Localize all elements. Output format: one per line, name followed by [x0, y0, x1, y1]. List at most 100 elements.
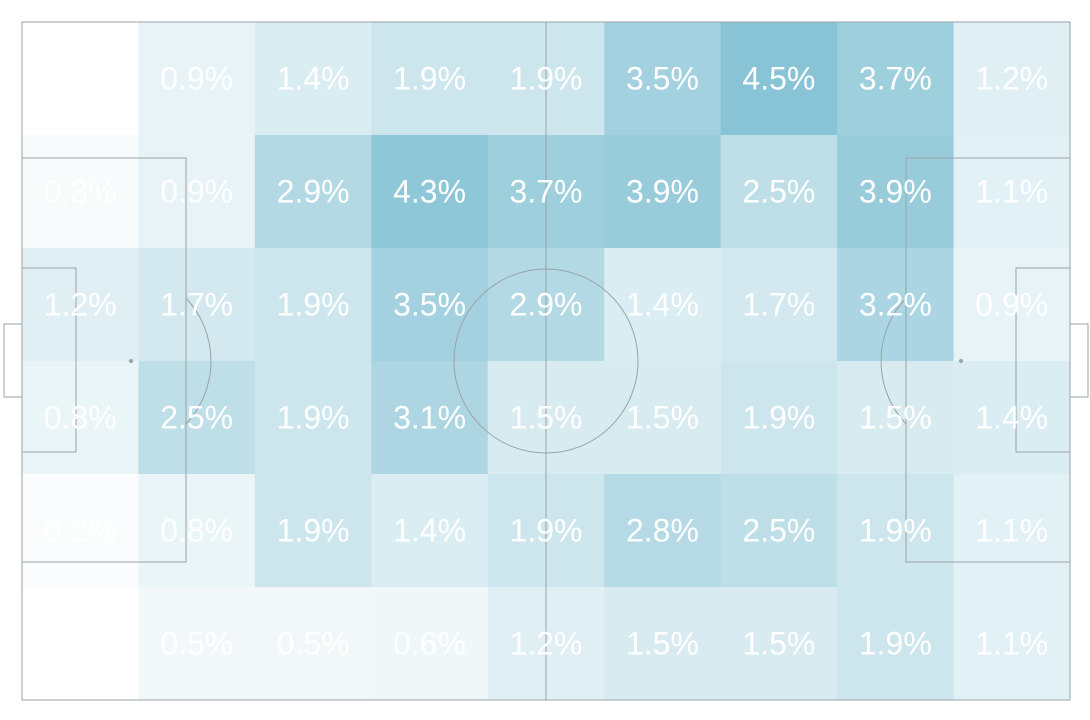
- heatmap-cell-r0-c5: [604, 22, 722, 136]
- heatmap-cell-r0-c2: [254, 22, 372, 136]
- heatmap-label-r4-c3: 1.4%: [393, 513, 466, 549]
- heatmap-cell-r2-c6: [720, 248, 838, 362]
- heatmap-label-r3-c5: 1.5%: [626, 400, 699, 436]
- heatmap-label-r3-c7: 1.5%: [859, 400, 932, 436]
- heatmap-label-r1-c3: 4.3%: [393, 174, 466, 210]
- heatmap-cell-r5-c6: [720, 587, 838, 701]
- heatmap-cell-r3-c1: [138, 361, 256, 475]
- heatmap-cell-r0-c3: [371, 22, 489, 136]
- heatmap-cell-r3-c8: [953, 361, 1071, 475]
- heatmap-cell-r3-c6: [720, 361, 838, 475]
- heatmap-label-r1-c6: 2.5%: [742, 174, 815, 210]
- heatmap-cell-r2-c7: [837, 248, 955, 362]
- heatmap-label-r1-c7: 3.9%: [859, 174, 932, 210]
- heatmap-label-r4-c7: 1.9%: [859, 513, 932, 549]
- heatmap-label-r5-c5: 1.5%: [626, 626, 699, 662]
- heatmap-label-r2-c6: 1.7%: [742, 287, 815, 323]
- heatmap-label-r5-c4: 1.2%: [510, 626, 583, 662]
- heatmap-cell-r3-c3: [371, 361, 489, 475]
- heatmap-label-r0-c6: 4.5%: [742, 61, 815, 97]
- heatmap-label-r3-c3: 3.1%: [393, 400, 466, 436]
- heatmap-cell-r2-c2: [254, 248, 372, 362]
- heatmap-cell-r2-c5: [604, 248, 722, 362]
- heatmap-cell-r5-c7: [837, 587, 955, 701]
- heatmap-cell-r0-c6: [720, 22, 838, 136]
- heatmap-label-r2-c7: 3.2%: [859, 287, 932, 323]
- heatmap-label-r2-c3: 3.5%: [393, 287, 466, 323]
- heatmap-cell-r3-c7: [837, 361, 955, 475]
- heatmap-label-r3-c1: 2.5%: [160, 400, 233, 436]
- heatmap-label-r5-c3: 0.6%: [393, 626, 466, 662]
- heatmap-cell-r4-c8: [953, 474, 1071, 588]
- heatmap-cell-r2-c1: [138, 248, 256, 362]
- heatmap-label-r4-c5: 2.8%: [626, 513, 699, 549]
- heatmap-label-r3-c2: 1.9%: [277, 400, 350, 436]
- heatmap-label-r5-c2: 0.5%: [277, 626, 350, 662]
- heatmap-cell-r4-c0: [22, 474, 139, 588]
- heatmap-label-r1-c4: 3.7%: [510, 174, 583, 210]
- left-penalty-spot: [128, 358, 134, 364]
- heatmap-label-r1-c5: 3.9%: [626, 174, 699, 210]
- heatmap-label-r3-c6: 1.9%: [742, 400, 815, 436]
- heatmap-label-r0-c1: 0.9%: [160, 61, 233, 97]
- heatmap-label-r1-c1: 0.9%: [160, 174, 233, 210]
- heatmap-label-r2-c0: 1.2%: [44, 287, 117, 323]
- heatmap-label-r2-c8: 0.9%: [975, 287, 1048, 323]
- heatmap-label-r5-c6: 1.5%: [742, 626, 815, 662]
- heatmap-label-r5-c8: 1.1%: [975, 626, 1048, 662]
- heatmap-label-r0-c7: 3.7%: [859, 61, 932, 97]
- heatmap-cell-r1-c8: [953, 135, 1071, 249]
- heatmap-label-r1-c0: 0.3%: [44, 174, 117, 210]
- heatmap-cell-r3-c0: [22, 361, 139, 475]
- heatmap-label-r4-c6: 2.5%: [742, 513, 815, 549]
- heatmap-label-r3-c0: 0.8%: [44, 400, 117, 436]
- heatmap-cell-r0-c0: [22, 22, 139, 136]
- heatmap-cell-r4-c7: [837, 474, 955, 588]
- heatmap-cell-r5-c0: [22, 587, 139, 701]
- heatmap-cell-r0-c7: [837, 22, 955, 136]
- heatmap-label-r5-c1: 0.5%: [160, 626, 233, 662]
- heatmap-label-r5-c7: 1.9%: [859, 626, 932, 662]
- heatmap-cell-r5-c5: [604, 587, 722, 701]
- centre-circle: [453, 268, 639, 454]
- heatmap-cell-r1-c6: [720, 135, 838, 249]
- heatmap-cell-r2-c3: [371, 248, 489, 362]
- heatmap-cell-r3-c2: [254, 361, 372, 475]
- heatmap-label-r0-c3: 1.9%: [393, 61, 466, 97]
- heatmap-cell-r1-c3: [371, 135, 489, 249]
- heatmap-label-r4-c0: 0.2%: [44, 513, 117, 549]
- heatmap-label-r0-c2: 1.4%: [277, 61, 350, 97]
- heatmap-cell-r1-c5: [604, 135, 722, 249]
- right-penalty-arc: [880, 297, 907, 425]
- heatmap-label-r2-c4: 2.9%: [510, 287, 583, 323]
- heatmap-cell-r4-c3: [371, 474, 489, 588]
- left-penalty-arc: [185, 297, 212, 425]
- heatmap-label-r3-c4: 1.5%: [510, 400, 583, 436]
- heatmap-label-r2-c5: 1.4%: [626, 287, 699, 323]
- heatmap-cell-r1-c2: [254, 135, 372, 249]
- heatmap-cell-r4-c5: [604, 474, 722, 588]
- heatmap-cell-r0-c1: [138, 22, 256, 136]
- heatmap-cell-r1-c1: [138, 135, 256, 249]
- heatmap-labels: 0.9% 1.4% 1.9% 1.9% 3.5% 4.5% 3.7% 1.2% 0.3% 0.9%…: [44, 61, 1048, 662]
- heatmap-label-r4-c2: 1.9%: [277, 513, 350, 549]
- heatmap-label-r1-c8: 1.1%: [975, 174, 1048, 210]
- heatmap-label-r3-c8: 1.4%: [975, 400, 1048, 436]
- heatmap-cell-r2-c8: [953, 248, 1071, 362]
- right-goal: [1069, 323, 1089, 398]
- heatmap-label-r4-c1: 0.8%: [160, 513, 233, 549]
- heatmap-cell-r4-c6: [720, 474, 838, 588]
- heatmap-cell-r4-c2: [254, 474, 372, 588]
- heatmap-cell-r5-c8: [953, 587, 1071, 701]
- heatmap-cell-r2-c0: [22, 248, 139, 362]
- right-penalty-spot: [958, 358, 964, 364]
- pitch-markings: [3, 21, 1089, 701]
- heatmap-label-r0-c4: 1.9%: [510, 61, 583, 97]
- heatmap-cell-r5-c2: [254, 587, 372, 701]
- heatmap-cell-r5-c3: [371, 587, 489, 701]
- heatmap-label-r0-c8: 1.2%: [975, 61, 1048, 97]
- heatmap-cell-r4-c1: [138, 474, 256, 588]
- heatmap-label-r4-c4: 1.9%: [510, 513, 583, 549]
- heatmap-label-r2-c2: 1.9%: [277, 287, 350, 323]
